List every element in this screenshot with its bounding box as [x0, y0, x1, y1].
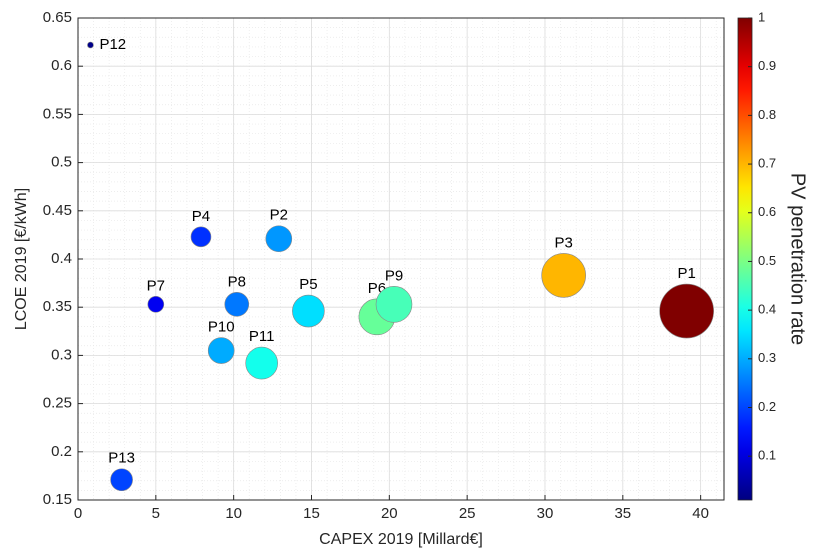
x-tick-label: 10	[225, 505, 242, 522]
plot-frame	[77, 17, 725, 501]
colorbar-tick-label: 0.1	[758, 448, 776, 463]
bubble	[265, 225, 293, 253]
colorbar-tick-label: 0.6	[758, 204, 776, 219]
point-label: P10	[208, 319, 235, 336]
bubble	[245, 346, 278, 380]
bubble	[147, 296, 165, 313]
point-label: P8	[228, 273, 246, 290]
point-label: P4	[192, 208, 210, 225]
point-label: P11	[249, 328, 275, 345]
point-label: P1	[677, 265, 695, 282]
x-tick-label: 30	[537, 505, 554, 522]
point-label: P2	[270, 207, 288, 224]
x-tick-label: 5	[152, 505, 160, 522]
bubble	[292, 294, 325, 328]
x-axis-label: CAPEX 2019 [Millard€]	[319, 531, 483, 548]
bubble	[110, 468, 133, 492]
bubble	[659, 283, 714, 339]
point-label: P3	[554, 234, 572, 251]
point-label: P9	[385, 267, 403, 284]
x-tick-label: 0	[74, 505, 82, 522]
x-tick-label: 20	[381, 505, 398, 522]
colorbar	[737, 17, 753, 501]
colorbar-label: PV penetration rate	[787, 173, 809, 345]
y-axis-label: LCOE 2019 [€/kWh]	[13, 188, 30, 330]
x-tick-label: 15	[303, 505, 320, 522]
y-tick-label: 0.65	[43, 9, 72, 26]
bubble	[190, 226, 212, 248]
x-tick-label: 35	[614, 505, 631, 522]
y-tick-label: 0.2	[51, 443, 72, 460]
y-tick-label: 0.25	[43, 395, 72, 412]
colorbar-tick-label: 0.7	[758, 155, 776, 170]
colorbar-tick-label: 0.2	[758, 399, 776, 414]
y-tick-label: 0.35	[43, 298, 72, 315]
colorbar-tick-label: 0.3	[758, 350, 776, 365]
colorbar-tick-label: 0.4	[758, 302, 776, 317]
bubble	[375, 286, 413, 323]
colorbar-tick-label: 1	[758, 9, 765, 24]
bubble	[207, 337, 235, 364]
colorbar-tick-label: 0.9	[758, 58, 776, 73]
y-tick-label: 0.4	[51, 250, 72, 267]
y-tick-label: 0.45	[43, 202, 72, 219]
y-tick-label: 0.6	[51, 57, 72, 74]
bubble	[541, 253, 586, 298]
point-label: P12	[99, 36, 126, 53]
x-tick-label: 40	[692, 505, 709, 522]
y-tick-label: 0.3	[51, 346, 72, 363]
y-tick-label: 0.15	[43, 491, 72, 508]
x-tick-label: 25	[459, 505, 476, 522]
point-label: P7	[147, 277, 165, 294]
y-tick-label: 0.5	[51, 154, 72, 171]
y-tick-label: 0.55	[43, 105, 72, 122]
colorbar-tick-label: 0.5	[758, 253, 776, 268]
colorbar-tick-label: 0.8	[758, 107, 776, 122]
point-label: P13	[108, 450, 135, 467]
bubble	[224, 292, 250, 317]
point-label: P5	[299, 276, 317, 293]
bubble	[87, 41, 94, 49]
